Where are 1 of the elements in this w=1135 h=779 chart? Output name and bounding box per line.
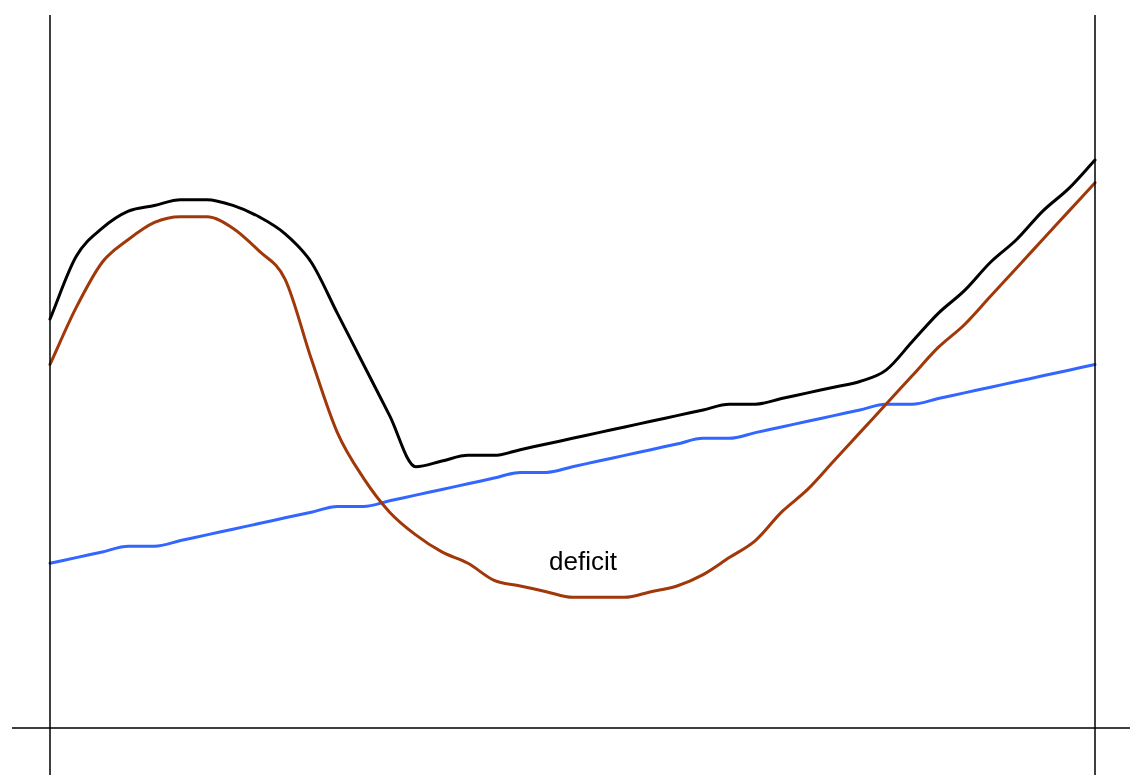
annotation: deficit: [548, 546, 618, 577]
